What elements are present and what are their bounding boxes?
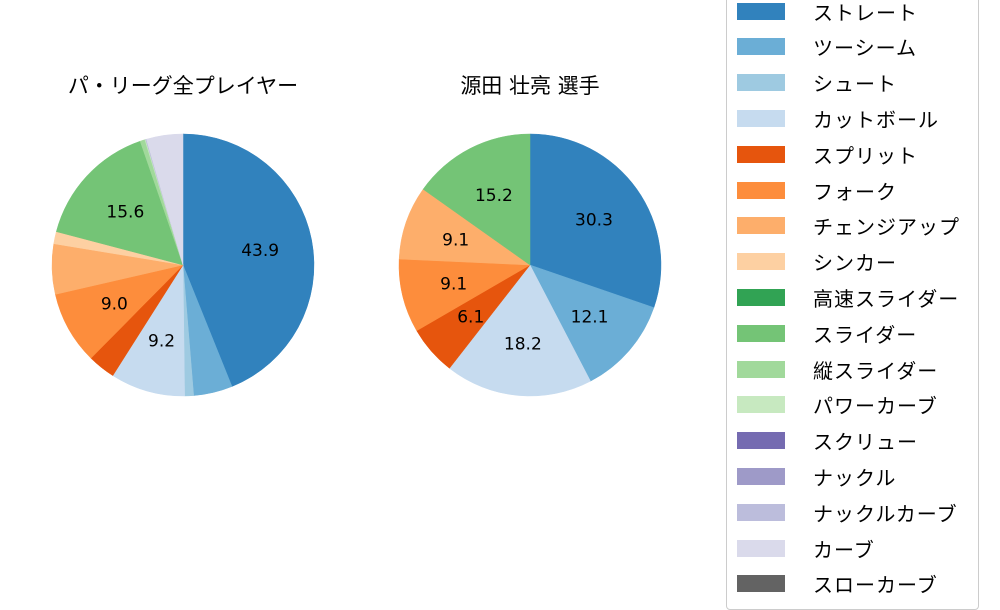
legend-label: ナックル (813, 465, 897, 490)
legend-swatch (737, 396, 785, 414)
legend-label: カットボール (813, 107, 939, 132)
legend-swatch (737, 575, 785, 593)
legend-swatch (737, 360, 785, 378)
legend-label: スライダー (813, 322, 918, 347)
legend-item: パワーカーブ (737, 392, 938, 418)
pie-slice (529, 264, 655, 382)
legend-swatch (737, 432, 785, 450)
slice-value-label: 9.0 (101, 294, 128, 314)
pie-slice (146, 133, 184, 266)
slice-value-label: 18.2 (504, 334, 542, 354)
legend-label: パワーカーブ (813, 394, 938, 419)
legend-swatch (737, 324, 785, 342)
legend-label: シュート (813, 72, 897, 97)
legend-item: スローカーブ (737, 571, 938, 597)
pie-charts: 43.9 9.2 9.0 15.6 30.3 12.1 18.2 6.1 9.1 9.1 15.2 (51, 133, 662, 397)
pie-slice (56, 140, 184, 266)
legend-swatch (737, 145, 785, 163)
legend-label: カーブ (813, 537, 875, 562)
legend-item: ナックル (737, 463, 897, 490)
legend-item: 縦スライダー (737, 356, 939, 383)
legend-item: カットボール (737, 105, 939, 132)
legend-item: スプリット (737, 141, 918, 168)
legend-item: シュート (737, 70, 897, 96)
legend-label: スクリュー (813, 430, 918, 455)
legend-item: ツーシーム (737, 34, 917, 60)
legend-swatch (737, 38, 785, 56)
slice-value-label: 43.9 (241, 241, 279, 261)
slice-value-label: 12.1 (571, 307, 609, 327)
legend-label: フォーク (813, 179, 897, 204)
pie-slice (422, 133, 531, 266)
legend-swatch (737, 2, 785, 20)
legend-label: ツーシーム (813, 36, 917, 61)
legend-swatch (737, 217, 785, 235)
pie-slice (449, 264, 591, 397)
legend-label: スプリット (813, 143, 918, 168)
legend-label: チェンジアップ (813, 215, 960, 240)
legend-label: ストレート (813, 0, 918, 25)
legend-item: スライダー (737, 320, 918, 347)
legend-swatch (737, 467, 785, 485)
player-pie-chart: 30.3 12.1 18.2 6.1 9.1 9.1 15.2 (398, 133, 662, 397)
legend-item: ストレート (737, 0, 918, 25)
pie-slice (182, 133, 315, 387)
slice-value-label: 9.2 (148, 332, 175, 352)
legend-item: スクリュー (737, 428, 918, 454)
legend: ストレートツーシームシュートカットボール スプリットフォークチェンジアップ シンカー… (726, 0, 979, 610)
legend-label: 高速スライダー (813, 286, 960, 311)
legend-swatch (737, 288, 785, 306)
slice-value-label: 9.1 (440, 275, 467, 295)
slice-value-label: 15.2 (475, 186, 513, 206)
legend-label: スローカーブ (813, 573, 938, 598)
pie-slice (529, 133, 662, 308)
legend-item: チェンジアップ (737, 213, 960, 239)
left-chart-title: パ・リーグ全プレイヤー (67, 74, 299, 98)
legend-item: 高速スライダー (737, 284, 960, 311)
legend-item: ナックルカーブ (737, 499, 958, 526)
legend-item: シンカー (737, 249, 897, 275)
legend-label: 縦スライダー (813, 358, 939, 383)
legend-swatch (737, 74, 785, 92)
legend-item: フォーク (737, 177, 897, 204)
slice-value-label: 9.1 (442, 230, 469, 250)
legend-label: ナックルカーブ (813, 501, 958, 526)
legend-swatch (737, 109, 785, 127)
slice-value-label: 30.3 (575, 210, 613, 230)
legend-swatch (737, 539, 785, 557)
right-chart-title: 源田 壮亮 選手 (460, 74, 600, 98)
legend-swatch (737, 181, 785, 199)
legend-swatch (737, 503, 785, 521)
legend-item: カーブ (737, 535, 875, 562)
legend-label: シンカー (813, 251, 897, 276)
legend-swatch (737, 253, 785, 271)
slice-value-label: 15.6 (106, 203, 144, 223)
league-pie-chart: 43.9 9.2 9.0 15.6 (51, 133, 315, 397)
slice-value-label: 6.1 (457, 308, 484, 328)
